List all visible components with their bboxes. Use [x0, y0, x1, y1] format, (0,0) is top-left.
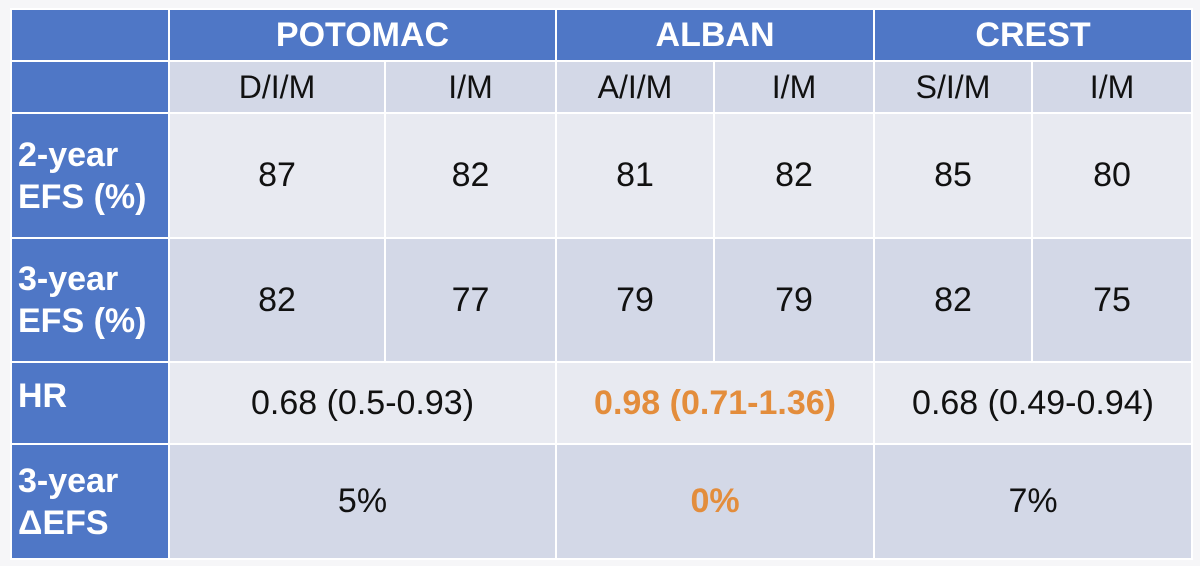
table-corner-sub: [10, 60, 170, 114]
arm-header: S/I/M: [873, 60, 1034, 114]
results-table: POTOMAC ALBAN CREST D/I/M I/M A/I/M I/M …: [10, 8, 1194, 560]
trial-header-crest: CREST: [873, 8, 1194, 62]
table-cell: 82: [384, 112, 557, 239]
table-cell: 75: [1031, 237, 1194, 363]
table-corner: [10, 8, 170, 62]
arm-header: I/M: [712, 60, 876, 114]
table-cell: 82: [168, 237, 386, 363]
row-label-line: EFS (%): [18, 302, 147, 340]
table-cell: 81: [555, 112, 715, 239]
table-cell: 79: [712, 237, 876, 363]
row-label-3yr-delta-efs: 3-year ΔEFS: [10, 443, 170, 560]
table-cell: 87: [168, 112, 386, 239]
row-label-2yr-efs: 2-year EFS (%): [10, 112, 170, 239]
table-cell-highlight: 0.98 (0.71-1.36): [554, 361, 876, 445]
table-cell-highlight: 0%: [554, 443, 876, 560]
table-cell: 82: [873, 237, 1034, 363]
arm-header: A/I/M: [555, 60, 715, 114]
table-cell: 79: [555, 237, 715, 363]
arm-header: D/I/M: [168, 60, 386, 114]
table-cell: 0.68 (0.49-0.94): [873, 361, 1194, 445]
trial-header-potomac: POTOMAC: [168, 8, 557, 62]
table-cell: 85: [873, 112, 1034, 239]
row-label-line: EFS (%): [18, 177, 147, 216]
row-label-hr: HR: [10, 361, 170, 445]
table-cell: 82: [712, 112, 876, 239]
arm-header: I/M: [384, 60, 557, 114]
row-label-line: 2-year: [18, 135, 119, 174]
row-label-3yr-efs: 3-year EFS (%): [10, 237, 170, 363]
row-label-line: 3-year: [18, 260, 119, 298]
table-cell: 7%: [873, 443, 1194, 560]
row-label-line: ΔEFS: [18, 503, 109, 542]
row-label-line: 3-year: [18, 461, 119, 500]
table-cell: 0.68 (0.5-0.93): [168, 361, 557, 445]
table-cell: 77: [384, 237, 557, 363]
trial-header-alban: ALBAN: [554, 8, 876, 62]
table-cell: 80: [1031, 112, 1194, 239]
table-cell: 5%: [168, 443, 557, 560]
arm-header: I/M: [1031, 60, 1194, 114]
